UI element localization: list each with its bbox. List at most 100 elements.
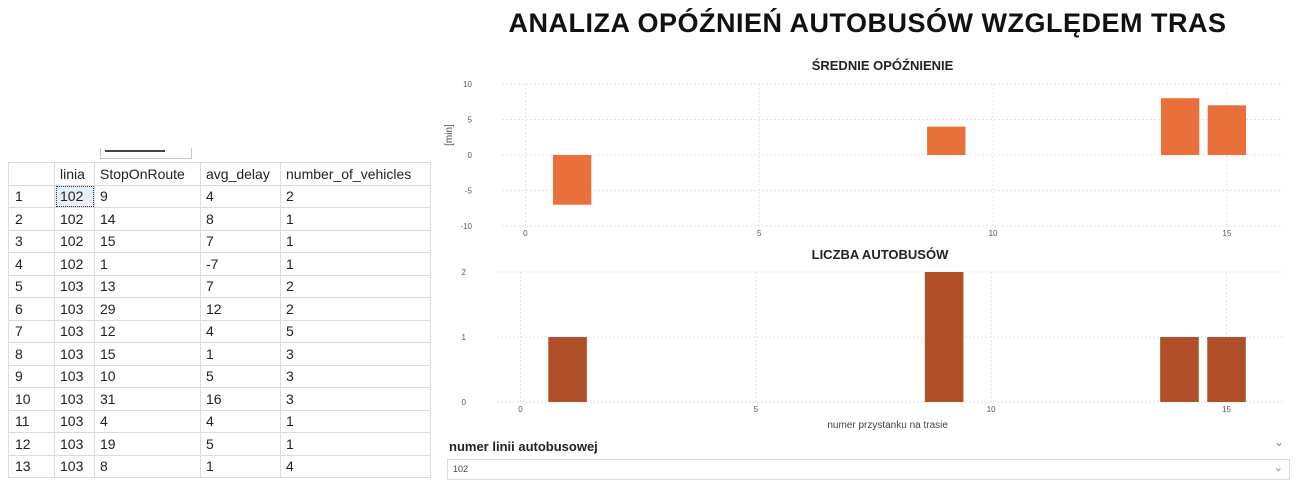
bar[interactable] [548,337,587,402]
table-cell[interactable]: 2 [280,274,431,298]
table-cell[interactable]: -7 [200,252,281,276]
table-cell[interactable]: 4 [280,454,431,478]
table-row[interactable]: 6 103 29 12 2 [8,297,431,321]
column-header[interactable] [8,162,55,186]
bar[interactable] [1160,98,1200,155]
table-cell[interactable]: 7 [200,274,281,298]
table-row[interactable]: 9 103 10 5 3 [8,364,431,388]
table-cell[interactable]: 29 [94,297,201,321]
column-header[interactable]: number_of_vehicles [280,162,431,186]
table-row[interactable]: 2 102 14 8 1 [8,207,431,231]
table-row[interactable]: 1 102 9 4 2 [8,184,431,208]
table-cell[interactable]: 8 [200,207,281,231]
table-row[interactable]: 3 102 15 7 1 [8,229,431,253]
table-row[interactable]: 10 103 31 16 3 [8,387,431,411]
table-cell[interactable]: 1 [280,229,431,253]
y-tick-label: 5 [468,116,473,125]
table-row[interactable]: 13 103 8 1 4 [8,454,431,478]
table-cell[interactable]: 1 [280,252,431,276]
table-cell[interactable]: 5 [280,319,431,343]
table-row[interactable]: 8 103 15 1 3 [8,342,431,366]
line-number-dropdown[interactable]: 102 ⌄ [447,459,1290,480]
table-cell[interactable]: 3 [280,342,431,366]
table-cell[interactable]: 3 [280,364,431,388]
slicer-title: numer linii autobusowej [449,439,598,454]
table-row[interactable]: 5 103 13 7 2 [8,274,431,298]
table-cell[interactable]: 103 [54,319,95,343]
dropdown-chevron-icon[interactable]: ⌄ [1273,462,1283,474]
row-number[interactable]: 2 [8,207,55,231]
table-cell[interactable]: 102 [54,207,95,231]
table-cell[interactable]: 103 [54,342,95,366]
table-row[interactable]: 7 103 12 4 5 [8,319,431,343]
table-cell[interactable]: 3 [280,387,431,411]
table-cell[interactable]: 31 [94,387,201,411]
results-tab[interactable] [100,148,192,159]
table-cell[interactable]: 1 [280,207,431,231]
table-cell[interactable]: 102 [54,229,95,253]
table-cell[interactable]: 5 [200,364,281,388]
row-number[interactable]: 12 [8,432,55,456]
table-cell[interactable]: 1 [94,252,201,276]
table-row[interactable]: 12 103 19 5 1 [8,432,431,456]
table-cell[interactable]: 103 [54,387,95,411]
table-cell[interactable]: 15 [94,229,201,253]
table-row[interactable]: 4 102 1 -7 1 [8,252,431,276]
bar[interactable] [1160,337,1199,402]
row-number[interactable]: 6 [8,297,55,321]
row-number[interactable]: 11 [8,409,55,433]
table-cell[interactable]: 1 [280,409,431,433]
row-number[interactable]: 1 [8,184,55,208]
row-number[interactable]: 13 [8,454,55,478]
column-header[interactable]: avg_delay [200,162,281,186]
table-cell[interactable]: 102 [54,184,95,208]
table-cell[interactable]: 8 [94,454,201,478]
table-cell[interactable]: 14 [94,207,201,231]
table-cell[interactable]: 4 [200,319,281,343]
table-cell[interactable]: 102 [54,252,95,276]
table-cell[interactable]: 103 [54,432,95,456]
table-cell[interactable]: 2 [280,297,431,321]
bar[interactable] [1207,105,1247,155]
table-cell[interactable]: 4 [94,409,201,433]
column-header[interactable]: linia [54,162,95,186]
bar[interactable] [927,126,966,155]
table-cell[interactable]: 15 [94,342,201,366]
table-cell[interactable]: 7 [200,229,281,253]
table-cell[interactable]: 103 [54,454,95,478]
row-number[interactable]: 10 [8,387,55,411]
table-body: 1 102 9 4 2 2 102 14 8 1 3 102 15 7 1 4 102 1 -7 1 5 103 13 7 2 6… [8,184,431,478]
table-cell[interactable]: 12 [200,297,281,321]
bar[interactable] [924,272,964,402]
table-header-row: linia StopOnRoute avg_delay number_of_vehic… [8,162,431,186]
table-cell[interactable]: 2 [280,184,431,208]
row-number[interactable]: 8 [8,342,55,366]
table-cell[interactable]: 103 [54,364,95,388]
column-header[interactable]: StopOnRoute [94,162,201,186]
table-cell[interactable]: 12 [94,319,201,343]
table-cell[interactable]: 5 [200,432,281,456]
table-cell[interactable]: 103 [54,274,95,298]
table-cell[interactable]: 13 [94,274,201,298]
table-cell[interactable]: 1 [280,432,431,456]
table-cell[interactable]: 4 [200,409,281,433]
table-cell[interactable]: 103 [54,297,95,321]
chevron-down-icon[interactable]: ⌄ [1274,435,1285,449]
table-cell[interactable]: 1 [200,342,281,366]
table-row[interactable]: 11 103 4 4 1 [8,409,431,433]
row-number[interactable]: 3 [8,229,55,253]
row-number[interactable]: 4 [8,252,55,276]
row-number[interactable]: 9 [8,364,55,388]
bar[interactable] [1207,337,1246,402]
table-cell[interactable]: 19 [94,432,201,456]
table-cell[interactable]: 9 [94,184,201,208]
table-cell[interactable]: 1 [200,454,281,478]
table-cell[interactable]: 10 [94,364,201,388]
row-number[interactable]: 5 [8,274,55,298]
row-number[interactable]: 7 [8,319,55,343]
table-cell[interactable]: 103 [54,409,95,433]
bar[interactable] [552,155,592,205]
table-cell[interactable]: 4 [200,184,281,208]
table-cell[interactable]: 16 [200,387,281,411]
x-tick-label: 15 [1222,405,1231,414]
